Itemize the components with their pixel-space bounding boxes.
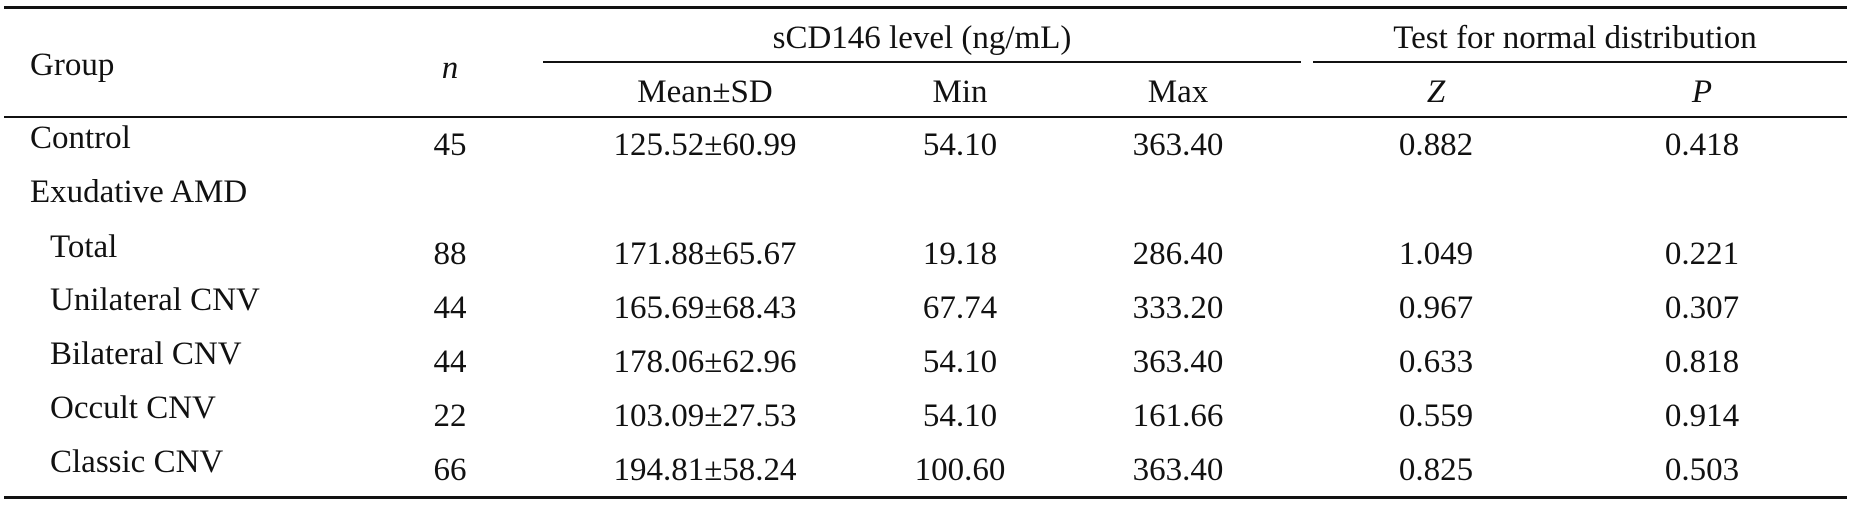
header-bottom-rule (4, 116, 1847, 118)
row-bilateral-cnv-n: 44 (433, 344, 467, 380)
header-scd146-level: sCD146 level (ng/mL) (772, 20, 1072, 56)
row-bilateral-cnv-group: Bilateral CNV (50, 336, 242, 372)
row-exudative-amd-group: Exudative AMD (30, 174, 248, 210)
header-z: Z (1426, 74, 1446, 110)
row-total-group: Total (50, 229, 118, 265)
row-total-min: 19.18 (922, 236, 998, 272)
row-classic-cnv-n: 66 (433, 452, 467, 488)
bottom-rule (4, 496, 1847, 499)
row-classic-cnv-p: 0.503 (1664, 452, 1740, 488)
row-occult-cnv-mean-sd: 103.09±27.53 (613, 398, 797, 434)
row-control-n: 45 (433, 127, 467, 163)
header-p: P (1691, 74, 1713, 110)
row-total-p: 0.221 (1664, 236, 1740, 272)
header-group: Group (30, 47, 115, 83)
header-mean-sd: Mean±SD (637, 74, 773, 110)
row-total-z: 1.049 (1398, 236, 1474, 272)
row-bilateral-cnv-mean-sd: 178.06±62.96 (613, 344, 797, 380)
row-bilateral-cnv-z: 0.633 (1398, 344, 1474, 380)
row-control-min: 54.10 (922, 127, 998, 163)
row-unilateral-cnv-p: 0.307 (1664, 290, 1740, 326)
header-min: Min (932, 74, 988, 110)
row-occult-cnv-group: Occult CNV (50, 390, 216, 426)
row-control-max: 363.40 (1132, 127, 1224, 163)
normality-group-rule (1313, 61, 1847, 63)
row-occult-cnv-max: 161.66 (1132, 398, 1224, 434)
row-unilateral-cnv-min: 67.74 (922, 290, 998, 326)
row-total-n: 88 (433, 236, 467, 272)
row-occult-cnv-n: 22 (433, 398, 467, 434)
row-occult-cnv-p: 0.914 (1664, 398, 1740, 434)
row-bilateral-cnv-min: 54.10 (922, 344, 998, 380)
top-rule (4, 6, 1847, 9)
row-unilateral-cnv-z: 0.967 (1398, 290, 1474, 326)
row-occult-cnv-z: 0.559 (1398, 398, 1474, 434)
row-control-group: Control (30, 120, 131, 156)
row-classic-cnv-min: 100.60 (914, 452, 1006, 488)
row-control-mean-sd: 125.52±60.99 (613, 127, 797, 163)
row-control-p: 0.418 (1664, 127, 1740, 163)
row-total-max: 286.40 (1132, 236, 1224, 272)
row-classic-cnv-max: 363.40 (1132, 452, 1224, 488)
row-total-mean-sd: 171.88±65.67 (613, 236, 797, 272)
header-normality-test: Test for normal distribution (1393, 20, 1757, 56)
row-control-z: 0.882 (1398, 127, 1474, 163)
row-classic-cnv-mean-sd: 194.81±58.24 (613, 452, 797, 488)
row-classic-cnv-group: Classic CNV (50, 444, 224, 480)
header-max: Max (1147, 74, 1209, 110)
row-bilateral-cnv-max: 363.40 (1132, 344, 1224, 380)
row-classic-cnv-z: 0.825 (1398, 452, 1474, 488)
row-bilateral-cnv-p: 0.818 (1664, 344, 1740, 380)
row-unilateral-cnv-n: 44 (433, 290, 467, 326)
row-unilateral-cnv-mean-sd: 165.69±68.43 (613, 290, 797, 326)
row-unilateral-cnv-group: Unilateral CNV (50, 282, 260, 318)
row-unilateral-cnv-max: 333.20 (1132, 290, 1224, 326)
scd146-group-rule (543, 61, 1301, 63)
header-n: n (441, 50, 459, 86)
row-occult-cnv-min: 54.10 (922, 398, 998, 434)
